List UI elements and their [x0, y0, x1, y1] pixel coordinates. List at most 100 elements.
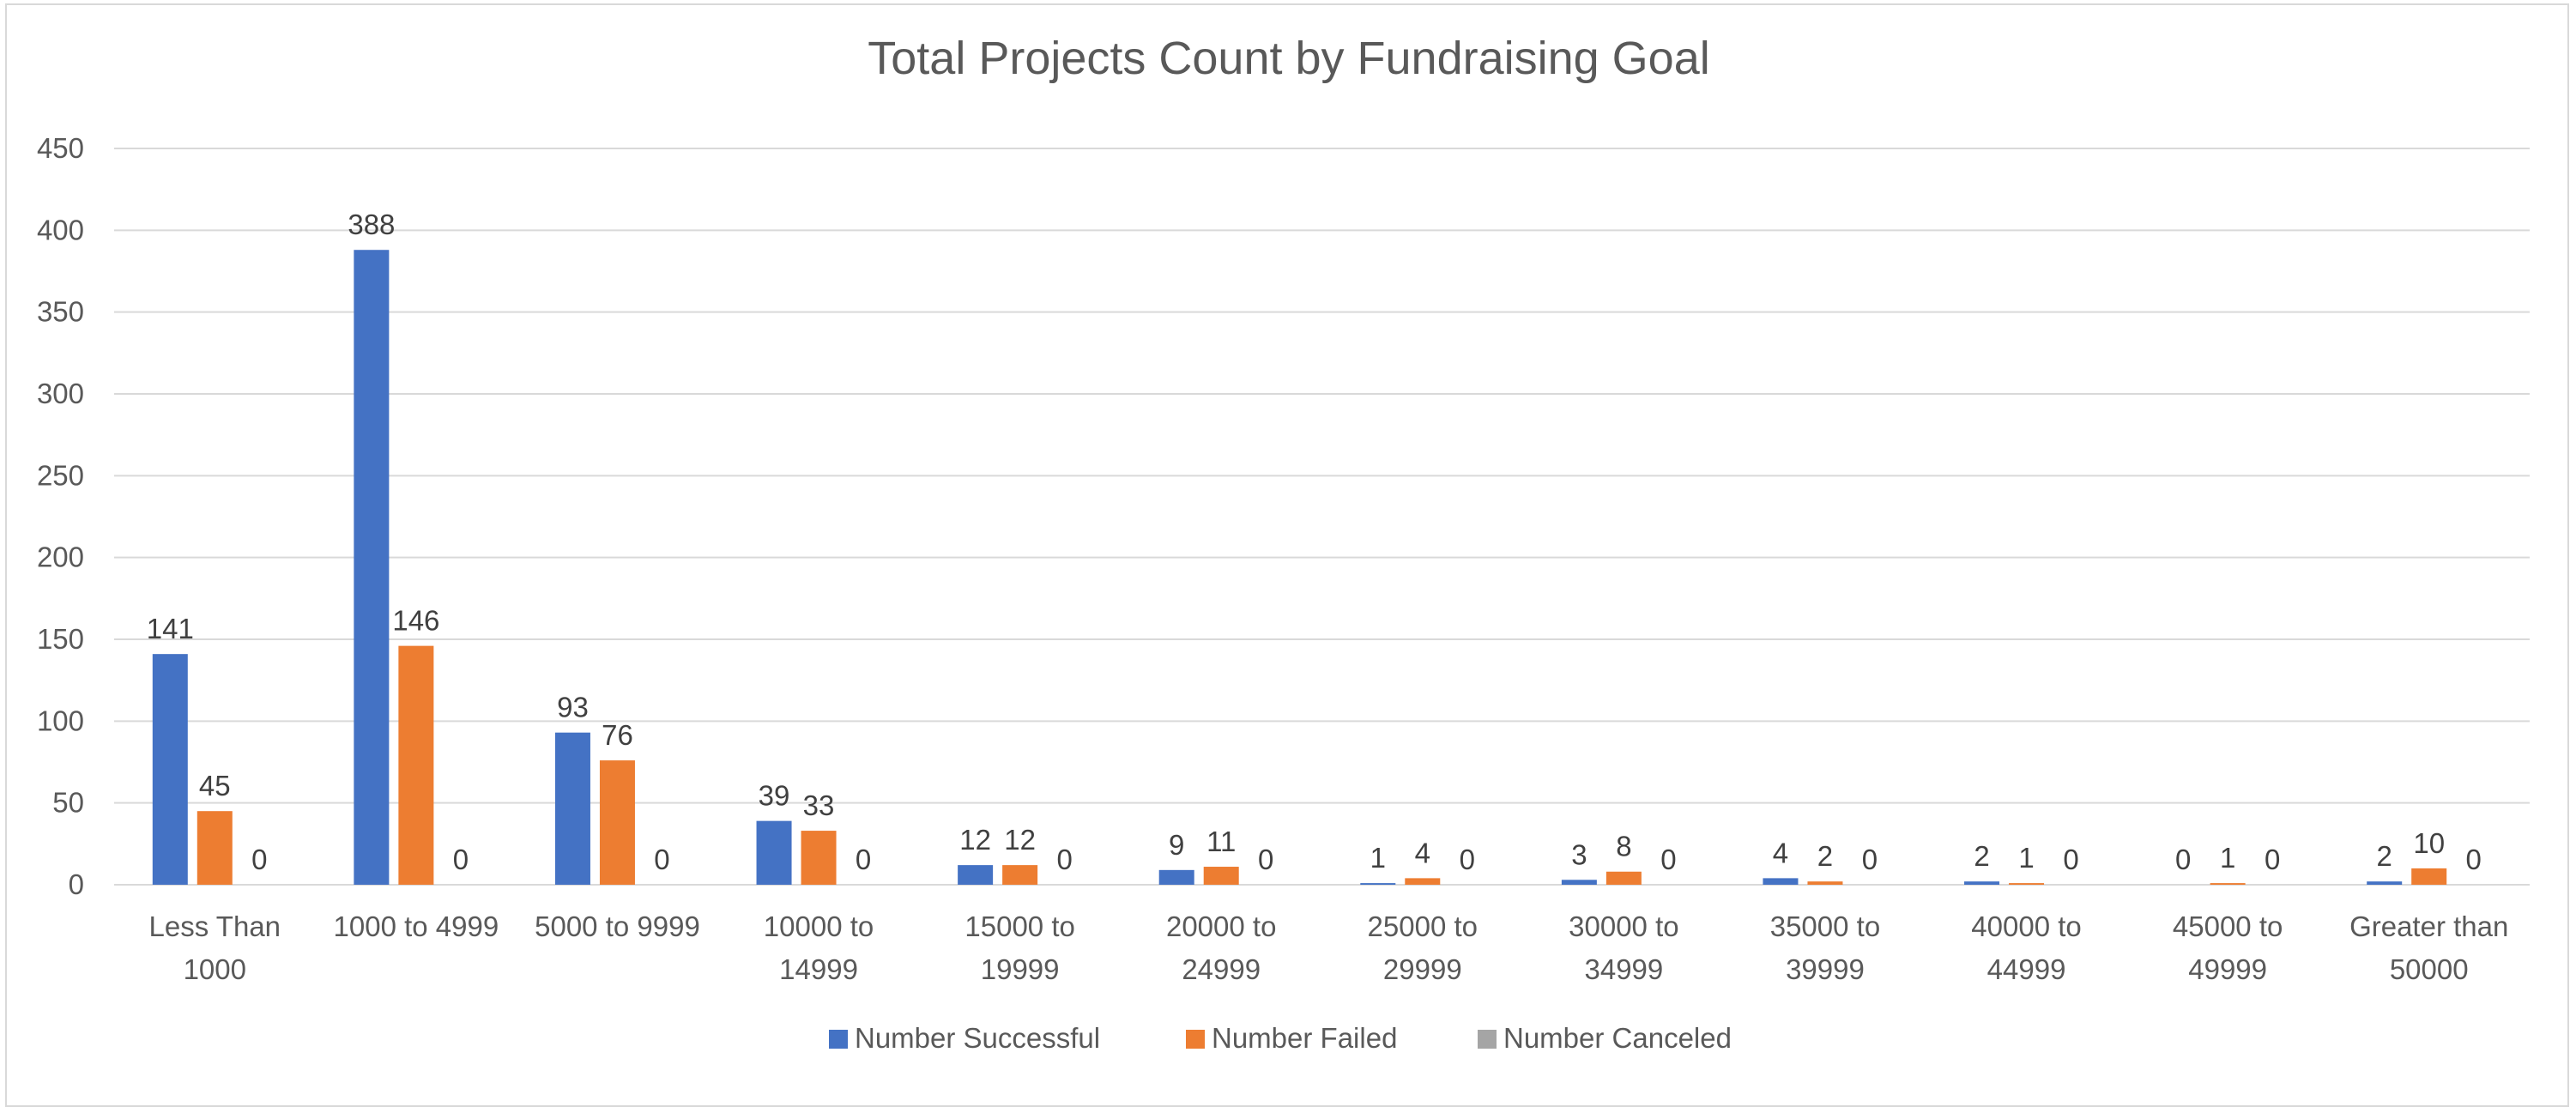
data-label: 1 — [2018, 842, 2034, 874]
data-label: 45 — [199, 770, 231, 801]
data-label: 10 — [2413, 827, 2445, 859]
data-label: 4 — [1773, 837, 1788, 868]
bar — [756, 820, 792, 885]
bar — [2411, 868, 2447, 885]
x-tick-label: Greater than — [2349, 910, 2508, 942]
y-tick-label: 450 — [37, 132, 84, 164]
y-axis-ticks: 0 50 100 150 200 250 300 350 400 450 — [37, 132, 84, 900]
x-tick-label: 25000 to — [1368, 910, 1478, 942]
x-tick-label: 34999 — [1584, 953, 1663, 985]
bar — [1360, 883, 1396, 885]
data-label: 0 — [654, 844, 669, 875]
data-label: 93 — [557, 692, 589, 723]
bar — [1605, 871, 1642, 885]
x-tick-label: 29999 — [1383, 953, 1462, 985]
x-tick-label: 30000 to — [1569, 910, 1678, 942]
x-tick-label: 15000 to — [964, 910, 1074, 942]
y-tick-label: 250 — [37, 459, 84, 491]
y-tick-label: 300 — [37, 378, 84, 409]
data-label: 39 — [759, 780, 790, 812]
data-label: 2 — [1974, 840, 1989, 872]
bar — [398, 645, 434, 885]
x-axis-categories: Less Than 1000 1000 to 4999 5000 to 9999 100… — [149, 910, 2509, 985]
x-tick-label: 1000 to 4999 — [334, 910, 499, 942]
bars — [152, 250, 2447, 885]
data-label: 4 — [1415, 837, 1430, 868]
bar — [152, 654, 188, 885]
y-tick-label: 350 — [37, 296, 84, 328]
bar — [958, 865, 994, 885]
x-tick-label: 45000 to — [2173, 910, 2283, 942]
y-tick-label: 400 — [37, 214, 84, 245]
data-label: 12 — [1004, 824, 1036, 856]
data-label: 0 — [453, 844, 469, 875]
chart-title: Total Projects Count by Fundraising Goal — [868, 33, 1710, 84]
bar — [354, 250, 390, 885]
data-label: 76 — [602, 719, 633, 751]
legend-label: Number Failed — [1212, 1022, 1397, 1054]
data-label: 0 — [2063, 844, 2078, 875]
data-label: 3 — [1571, 838, 1587, 870]
chart-frame: Total Projects Count by Fundraising Goal… — [5, 3, 2569, 1107]
bar — [1964, 881, 2000, 885]
y-tick-label: 0 — [69, 868, 84, 900]
x-tick-label: 10000 to — [764, 910, 874, 942]
bar — [1002, 865, 1038, 885]
data-label: 146 — [392, 605, 439, 637]
data-label: 0 — [856, 844, 871, 875]
legend: Number Successful Number Failed Number Can… — [829, 1022, 1732, 1054]
data-label: 388 — [348, 209, 395, 240]
legend-swatch — [1186, 1030, 1205, 1049]
data-label: 0 — [1460, 844, 1475, 875]
data-label: 0 — [251, 844, 267, 875]
bar — [1158, 869, 1194, 885]
bar — [1561, 880, 1597, 885]
bar — [2009, 883, 2045, 885]
bar-chart: Total Projects Count by Fundraising Goal… — [37, 33, 2530, 1054]
x-tick-label: 24999 — [1182, 953, 1261, 985]
x-tick-label: Less Than — [149, 910, 281, 942]
x-tick-label: 1000 — [184, 953, 246, 985]
data-label: 0 — [1258, 844, 1273, 875]
data-label: 0 — [2175, 844, 2191, 875]
x-tick-label: 39999 — [1786, 953, 1865, 985]
x-tick-label: 35000 to — [1770, 910, 1880, 942]
data-label: 12 — [959, 824, 991, 856]
legend-label: Number Successful — [855, 1022, 1100, 1054]
bar — [1807, 881, 1843, 885]
bar — [599, 760, 635, 885]
y-tick-label: 150 — [37, 623, 84, 655]
data-label: 0 — [1862, 844, 1878, 875]
x-tick-label: 19999 — [981, 953, 1060, 985]
legend-label: Number Canceled — [1503, 1022, 1732, 1054]
data-label: 8 — [1616, 831, 1631, 862]
bar — [197, 811, 233, 885]
data-label: 0 — [2466, 844, 2482, 875]
data-label: 11 — [1206, 826, 1236, 857]
data-label: 0 — [1660, 844, 1676, 875]
data-label: 0 — [1056, 844, 1072, 875]
data-label: 1 — [1370, 842, 1386, 874]
data-label: 9 — [1169, 829, 1184, 861]
data-label: 33 — [803, 789, 835, 821]
y-tick-label: 200 — [37, 541, 84, 573]
bar — [801, 831, 837, 885]
x-tick-label: 14999 — [779, 953, 858, 985]
bar — [554, 732, 590, 885]
x-tick-label: 49999 — [2188, 953, 2267, 985]
legend-swatch — [1478, 1030, 1497, 1049]
data-label: 141 — [147, 613, 194, 644]
x-tick-label: 5000 to 9999 — [535, 910, 700, 942]
y-tick-label: 100 — [37, 705, 84, 736]
data-label: 2 — [1817, 840, 1833, 872]
x-tick-label: 50000 — [2390, 953, 2469, 985]
x-tick-label: 20000 to — [1166, 910, 1276, 942]
legend-swatch — [829, 1030, 848, 1049]
bar — [1203, 867, 1239, 885]
data-label: 0 — [2265, 844, 2280, 875]
bar — [1763, 878, 1799, 885]
data-label: 2 — [2377, 840, 2392, 872]
data-label: 1 — [2220, 842, 2235, 874]
gridlines — [114, 148, 2530, 886]
